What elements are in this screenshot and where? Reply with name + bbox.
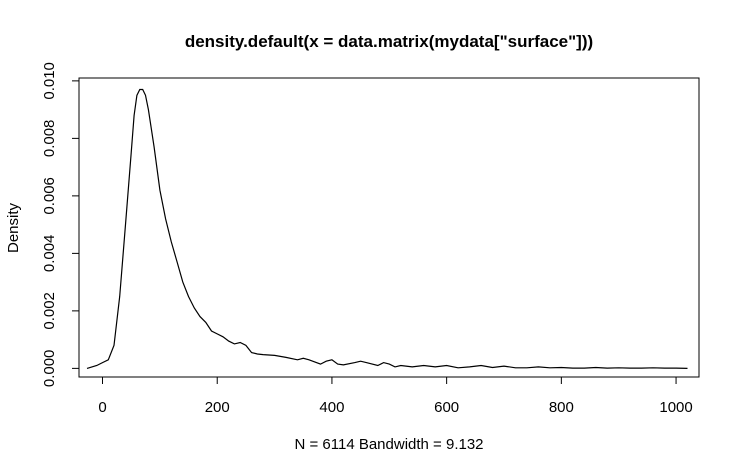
- x-tick-label: 400: [319, 399, 344, 416]
- x-tick-label: 0: [98, 399, 106, 416]
- x-tick-label: 600: [434, 399, 459, 416]
- y-axis: 0.000 0.002 0.004 0.006 0.008 0.010: [41, 62, 80, 388]
- x-axis-label: N = 6114 Bandwidth = 9.132: [294, 436, 483, 453]
- y-tick-label: 0.008: [41, 120, 58, 158]
- density-curve: [86, 88, 688, 369]
- y-tick-label: 0.010: [41, 62, 58, 100]
- x-tick-label: 200: [205, 399, 230, 416]
- y-axis-label: Density: [5, 202, 22, 253]
- y-tick-label: 0.006: [41, 177, 58, 215]
- y-tick-label: 0.000: [41, 350, 58, 388]
- x-axis: 0 200 400 600 800 1000: [98, 376, 693, 416]
- chart-title: density.default(x = data.matrix(mydata["…: [185, 32, 593, 51]
- plot-frame: [78, 77, 700, 378]
- x-tick-label: 1000: [659, 399, 692, 416]
- y-tick-label: 0.002: [41, 292, 58, 330]
- x-tick-label: 800: [549, 399, 574, 416]
- y-tick-label: 0.004: [41, 235, 58, 273]
